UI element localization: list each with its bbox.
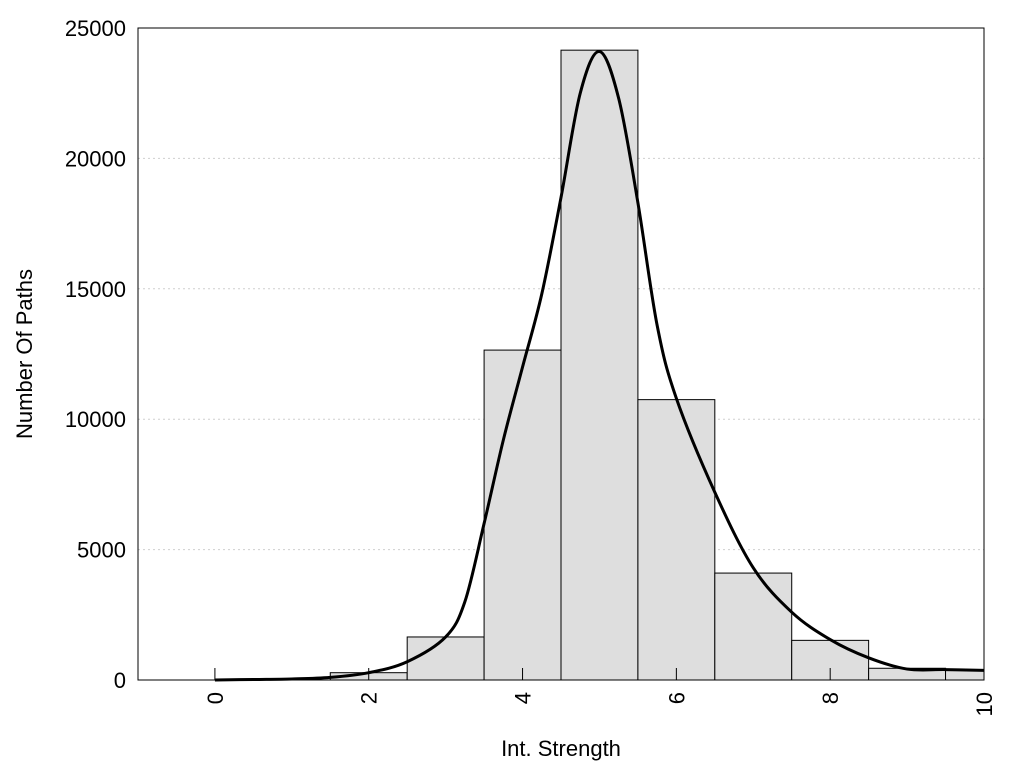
- histogram-bar: [560, 49, 639, 681]
- y-tick-label: 25000: [65, 16, 126, 41]
- histogram-bar: [406, 636, 485, 681]
- tick-labels: 0 5000 10000 15000 20000 25000 0 2 4 6 8 10: [65, 16, 997, 716]
- x-tick-label: 2: [357, 692, 382, 704]
- plot-frame: [137, 27, 985, 681]
- histogram-bar: [714, 572, 793, 681]
- y-tick-label: 15000: [65, 277, 126, 302]
- x-tick-label: 0: [203, 692, 228, 704]
- y-tick-label: 20000: [65, 146, 126, 171]
- y-tick-label: 0: [114, 668, 126, 693]
- x-tick-label: 10: [972, 692, 997, 716]
- histogram-bar: [637, 399, 716, 681]
- x-tick-label: 6: [664, 692, 689, 704]
- x-tick-label: 4: [511, 692, 536, 704]
- grid-lines: [138, 157, 984, 551]
- density-curve: [214, 49, 985, 682]
- x-axis-label: Int. Strength: [501, 736, 621, 761]
- y-axis-label: Number Of Paths: [12, 269, 37, 439]
- y-tick-label: 10000: [65, 407, 126, 432]
- y-tick-label: 5000: [77, 538, 126, 563]
- x-tick-label: 8: [818, 692, 843, 704]
- histogram-bars: [329, 49, 985, 681]
- histogram-bar: [483, 349, 562, 681]
